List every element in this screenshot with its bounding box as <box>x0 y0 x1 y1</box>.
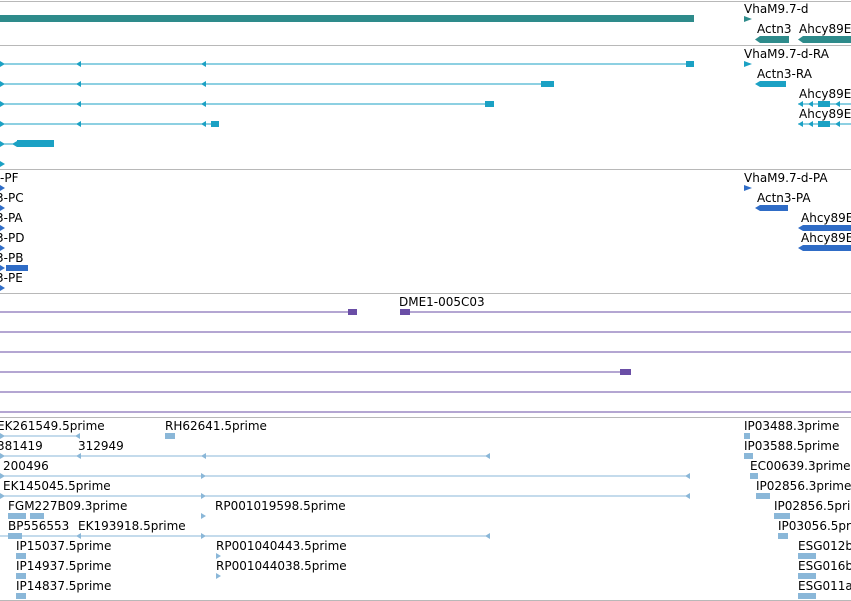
est-label[interactable]: ESG012b <box>798 539 851 553</box>
mrna-features <box>0 61 851 167</box>
mrna-label-ahcy89e-2[interactable]: Ahcy89E- <box>799 107 851 121</box>
cds-label-ahcy89e-2[interactable]: Ahcy89E <box>801 231 851 245</box>
est-label[interactable]: EK261549.5prime <box>0 419 105 433</box>
cds-label-pa[interactable]: 3-PA <box>0 211 23 225</box>
est-label[interactable]: IP02856.3prime <box>756 479 851 493</box>
est-label[interactable]: EK193918.5prime <box>78 519 186 533</box>
cds-track <box>0 169 851 170</box>
cds-label-pf[interactable]: -PF <box>0 171 19 185</box>
gene-feature-ahcy89e-arrow <box>798 36 803 43</box>
est-label[interactable]: IP03056.5prime <box>778 519 851 533</box>
est-label[interactable]: RP001044038.5prime <box>216 559 347 573</box>
gene-track <box>0 1 851 2</box>
est-label[interactable]: EK145045.5prime <box>3 479 111 493</box>
est-label[interactable]: IP15037.5prime <box>16 539 112 553</box>
est-label[interactable]: FGM227B09.3prime <box>8 499 128 513</box>
est-label[interactable]: RP001040443.5prime <box>216 539 347 553</box>
cds-label-pe[interactable]: 3-PE <box>0 271 23 285</box>
est-label[interactable]: RP001019598.5prime <box>215 499 346 513</box>
mrna-label-vham97d-ra[interactable]: VhaM9.7-d-RA <box>744 47 829 61</box>
est-label[interactable]: IP02856.5prime <box>774 499 851 513</box>
est-label[interactable]: 312949 <box>78 439 124 453</box>
est-label[interactable]: BP556553 <box>8 519 70 533</box>
clone-track <box>0 293 851 294</box>
cds-label-actn3-pa[interactable]: Actn3-PA <box>757 191 811 205</box>
mrna-track <box>0 45 851 46</box>
est-track <box>0 417 851 418</box>
cds-label-pd[interactable]: 3-PD <box>0 231 25 245</box>
mrna-label-ahcy89e-1[interactable]: Ahcy89E- <box>799 87 851 101</box>
cds-label-vham97d-pa[interactable]: VhaM9.7-d-PA <box>744 171 828 185</box>
est-label[interactable]: ESG011a <box>798 579 851 593</box>
est-label[interactable]: 200496 <box>3 459 49 473</box>
cds-label-ahcy89e-1[interactable]: Ahcy89E <box>801 211 851 225</box>
gene-feature-actn3-arrow <box>755 36 760 43</box>
mrna-label-actn3-ra[interactable]: Actn3-RA <box>757 67 812 81</box>
gene-label-ahcy89e[interactable]: Ahcy89E <box>799 22 851 36</box>
est-label[interactable]: RH62641.5prime <box>165 419 267 433</box>
gene-feature-actn3[interactable] <box>760 36 789 43</box>
gene-feature-vham97d-small[interactable] <box>744 16 752 22</box>
gene-label-actn3[interactable]: Actn3 <box>757 22 792 36</box>
clone-features <box>0 309 851 413</box>
gene-feature-vham97d[interactable] <box>0 15 694 22</box>
cds-features <box>0 185 851 291</box>
est-label[interactable]: IP03488.3prime <box>744 419 840 433</box>
clone-label-dme1[interactable]: DME1-005C03 <box>399 295 485 309</box>
est-label[interactable]: EC00639.3prime <box>750 459 851 473</box>
cds-label-pb[interactable]: 3-PB <box>0 251 24 265</box>
gene-label-vham97d[interactable]: VhaM9.7-d <box>744 2 809 16</box>
cds-label-pc[interactable]: 3-PC <box>0 191 24 205</box>
est-label[interactable]: IP14837.5prime <box>16 579 112 593</box>
est-label[interactable]: 381419 <box>0 439 43 453</box>
gene-feature-ahcy89e[interactable] <box>803 36 851 43</box>
est-label[interactable]: IP14937.5prime <box>16 559 112 573</box>
est-label[interactable]: IP03588.5prime <box>744 439 840 453</box>
est-features <box>0 433 816 599</box>
est-label[interactable]: ESG016b <box>798 559 851 573</box>
